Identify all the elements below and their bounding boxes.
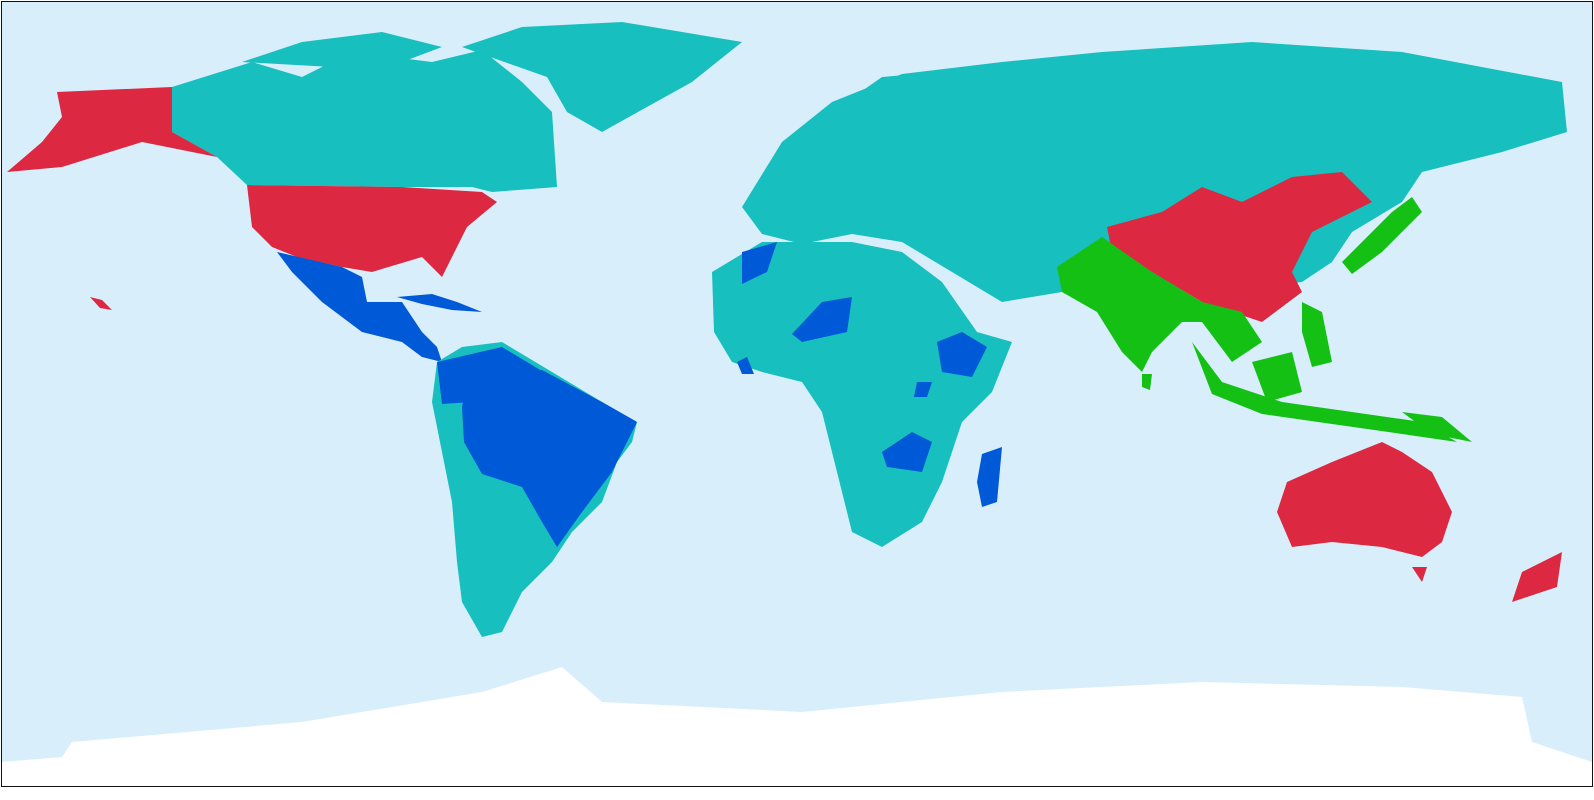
- papua-new-guinea: [1402, 412, 1472, 442]
- united-states: [247, 185, 497, 277]
- africa: [712, 242, 1012, 547]
- borneo: [1252, 352, 1302, 402]
- tanzania: [914, 382, 932, 397]
- zambia: [882, 432, 932, 472]
- antarctica: [2, 667, 1592, 786]
- brazil: [462, 370, 637, 547]
- niger: [792, 297, 852, 342]
- hawaii: [90, 297, 112, 310]
- world-map-svg: [2, 2, 1592, 786]
- japan: [1342, 197, 1422, 274]
- new-zealand: [1512, 552, 1562, 602]
- liberia: [737, 357, 754, 374]
- mexico-central-america: [277, 252, 442, 362]
- alaska: [7, 87, 217, 172]
- colombia-venezuela: [437, 347, 547, 404]
- eurasia: [742, 42, 1567, 302]
- caribbean: [397, 294, 482, 312]
- scandinavia: [832, 72, 942, 162]
- china: [1107, 172, 1372, 322]
- tasmania: [1412, 567, 1427, 582]
- canada: [172, 50, 557, 192]
- ethiopia: [937, 332, 987, 377]
- south-asia: [1057, 237, 1262, 372]
- madagascar: [977, 447, 1002, 507]
- morocco: [742, 242, 777, 284]
- philippines: [1302, 302, 1332, 367]
- sri-lanka: [1142, 374, 1152, 390]
- arctic-islands: [242, 32, 442, 67]
- greenland: [462, 22, 742, 132]
- australia: [1277, 442, 1452, 557]
